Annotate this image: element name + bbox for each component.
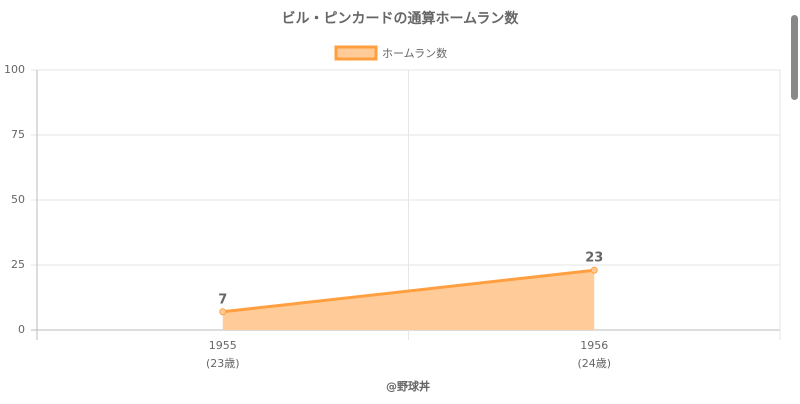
chart-title: ビル・ピンカードの通算ホームラン数 xyxy=(282,10,520,27)
legend-label: ホームラン数 xyxy=(382,47,447,60)
y-tick-label: 25 xyxy=(11,258,25,271)
area xyxy=(222,270,595,330)
point xyxy=(219,308,227,316)
x-axis-label: @野球丼 xyxy=(386,379,430,393)
point xyxy=(590,266,598,274)
x-tick-sublabel: (23歳) xyxy=(206,357,240,370)
legend-swatch xyxy=(334,45,378,61)
scrollbar[interactable] xyxy=(791,15,798,100)
y-tick-label: 75 xyxy=(11,128,25,141)
data-label: 7 xyxy=(218,292,227,307)
y-tick-label: 50 xyxy=(11,193,25,206)
y-tick-label: 100 xyxy=(4,63,25,76)
y-tick-label: 0 xyxy=(18,323,25,336)
line xyxy=(222,268,595,314)
x-tick-label: 1956 xyxy=(580,339,608,352)
data-label: 23 xyxy=(585,251,603,266)
x-tick-label: 1955 xyxy=(209,339,237,352)
x-tick-sublabel: (24歳) xyxy=(577,357,611,370)
